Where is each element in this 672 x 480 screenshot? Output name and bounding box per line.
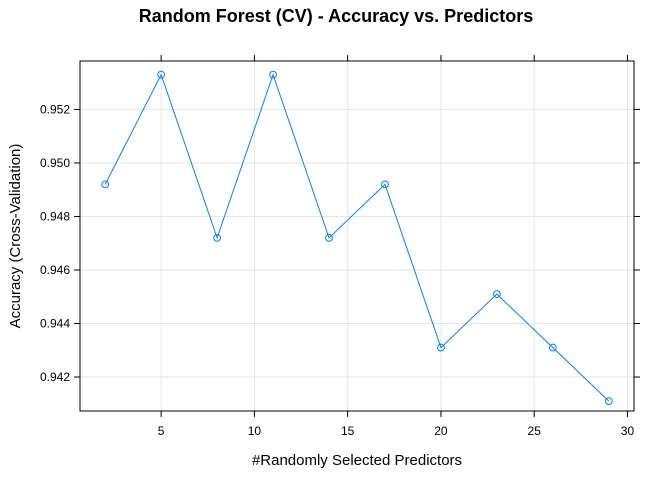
- y-tick-label: 0.950: [40, 156, 70, 170]
- y-axis-label: Accuracy (Cross-Validation): [7, 144, 24, 329]
- x-tick-label: 20: [434, 424, 448, 438]
- data-point: [604, 397, 613, 405]
- x-tick-label: 10: [248, 424, 262, 438]
- data-point: [269, 70, 277, 79]
- y-tick-label: 0.944: [40, 317, 70, 331]
- x-tick-label: 30: [621, 424, 635, 438]
- x-tick-label: 5: [158, 424, 165, 438]
- y-tick-label: 0.946: [40, 263, 70, 277]
- data-point: [101, 180, 110, 189]
- y-tick-label: 0.948: [40, 209, 70, 223]
- data-point: [213, 233, 222, 242]
- series-line: [104, 73, 610, 402]
- y-tick-label: 0.942: [40, 370, 70, 384]
- data-point: [157, 70, 166, 79]
- x-tick-label: 15: [341, 424, 355, 438]
- series-layer: [101, 70, 613, 405]
- data-point: [548, 343, 557, 352]
- data-point: [325, 233, 333, 242]
- grid: [80, 61, 634, 411]
- data-point: [492, 290, 501, 298]
- plot-frame: [79, 60, 635, 412]
- data-point: [437, 343, 445, 352]
- axis-ticks: 5 10 15 20 25 30 0.942 0.944 0.946 0.948 0.950 0.95…: [40, 55, 640, 438]
- x-tick-label: 25: [528, 424, 542, 438]
- y-tick-label: 0.952: [40, 102, 70, 116]
- chart-title: Random Forest (CV) - Accuracy vs. Predic…: [139, 6, 533, 26]
- x-axis-label: #Randomly Selected Predictors: [252, 452, 462, 469]
- data-point: [381, 180, 389, 189]
